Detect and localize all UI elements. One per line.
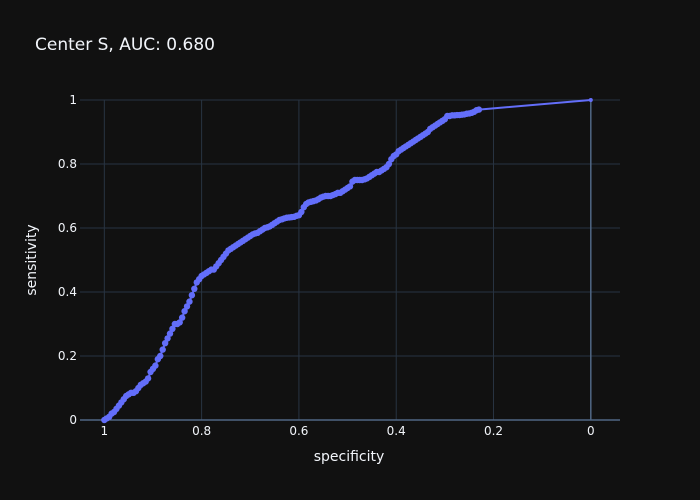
roc-point (385, 160, 393, 168)
roc-point (475, 106, 483, 113)
x-tick-label: 0 (587, 424, 595, 438)
roc-point (183, 303, 191, 310)
roc-point (159, 346, 166, 353)
x-tick-label: 0.8 (192, 424, 211, 438)
roc-point (152, 362, 159, 369)
x-tick-label: 0.6 (289, 424, 308, 438)
roc-point (176, 319, 183, 326)
roc-point (169, 325, 176, 332)
y-tick-label: 0.6 (58, 221, 77, 235)
roc-point (186, 298, 193, 305)
tick-labels: 0 0.2 0.4 0.6 0.8 1 1 0.8 0.6 0.4 0.2 0 (58, 93, 595, 438)
y-tick-label: 0.2 (58, 349, 77, 363)
x-axis-label: specificity (314, 449, 385, 465)
y-tick-label: 1 (69, 93, 77, 107)
roc-point (144, 375, 152, 382)
axes (80, 100, 620, 421)
x-tick-label: 0.4 (387, 424, 406, 438)
roc-point (178, 314, 186, 321)
x-tick-label: 0.2 (484, 424, 503, 438)
y-tick-label: 0 (69, 413, 77, 427)
series-layer (101, 98, 593, 424)
roc-point (191, 285, 198, 292)
roc-point (588, 98, 593, 102)
roc-point (346, 183, 354, 190)
roc-point (188, 292, 196, 299)
roc-point (161, 340, 169, 347)
roc-point (157, 352, 164, 360)
x-tick-label: 1 (101, 424, 109, 438)
chart-title: Center S, AUC: 0.680 (35, 35, 215, 55)
roc-point (298, 208, 305, 216)
y-tick-label: 0.8 (58, 157, 77, 171)
roc-point (181, 308, 188, 315)
roc-point (166, 330, 174, 337)
roc-point (164, 335, 171, 342)
y-axis-label: sensitivity (24, 224, 40, 295)
y-tick-label: 0.4 (58, 285, 77, 299)
